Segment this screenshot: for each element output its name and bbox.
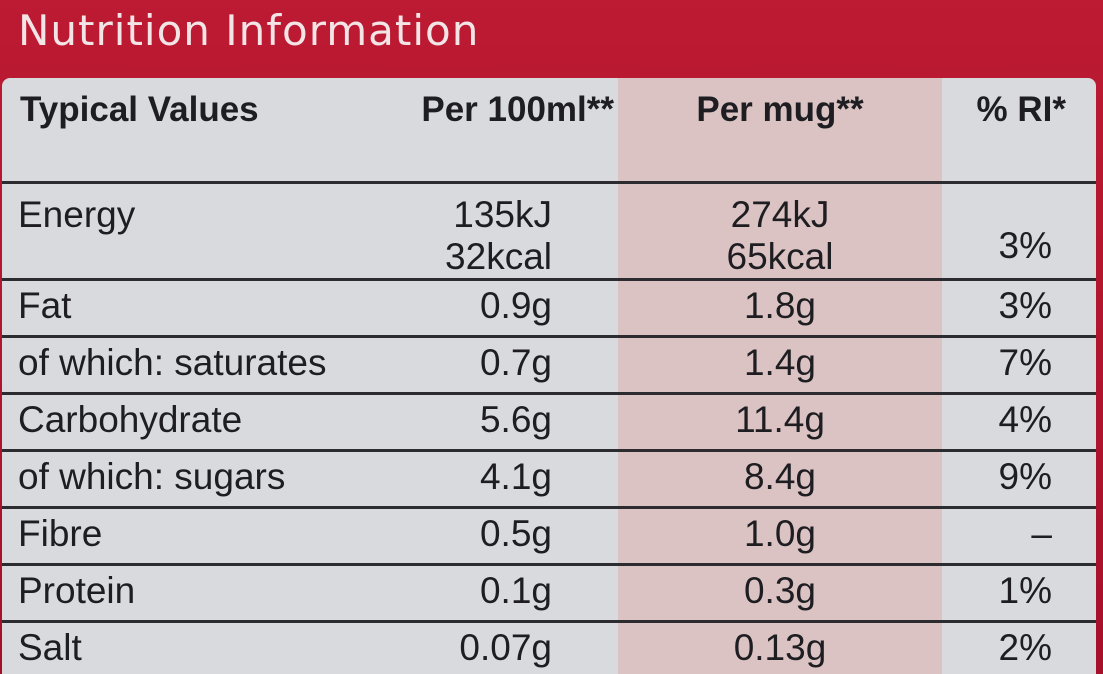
energy-per-100ml-kj: 135kJ: [453, 193, 552, 235]
row-ri: 3%: [942, 279, 1096, 338]
row-label: Protein: [2, 564, 412, 623]
row-ri: 4%: [942, 393, 1096, 452]
nutrition-panel: Typical Values Per 100ml** Per mug** % R…: [2, 78, 1096, 674]
row-per-100ml: 4.1g: [412, 450, 618, 509]
table-row-fibre: Fibre 0.5g 1.0g –: [2, 507, 1096, 566]
row-per-100ml: 5.6g: [412, 393, 618, 452]
energy-per-mug: 274kJ 65kcal: [618, 182, 942, 281]
table-row-salt: Salt 0.07g 0.13g 2%: [2, 621, 1096, 674]
row-per-mug: 1.0g: [618, 507, 942, 566]
table-row-sugars: of which: sugars 4.1g 8.4g 9%: [2, 450, 1096, 509]
row-per-mug: 1.4g: [618, 336, 942, 395]
row-per-mug: 8.4g: [618, 450, 942, 509]
energy-ri: 3%: [942, 182, 1096, 281]
row-label: Salt: [18, 626, 82, 668]
energy-per-mug-kcal: 65kcal: [726, 235, 834, 277]
row-ri: –: [942, 507, 1096, 566]
row-per-mug: 11.4g: [618, 393, 942, 452]
row-per-100ml: 0.7g: [412, 336, 618, 395]
table-row-protein: Protein 0.1g 0.3g 1%: [2, 564, 1096, 623]
header-typical-values: Typical Values: [2, 78, 412, 184]
row-per-100ml: 0.9g: [412, 279, 618, 338]
row-label: Fat: [2, 279, 412, 338]
table-row-saturates: of which: saturates 0.7g 1.4g 7%: [2, 336, 1096, 395]
energy-per-mug-kj: 274kJ: [730, 193, 830, 235]
row-label: Energy: [2, 182, 412, 281]
row-per-100ml: 0.07g: [459, 626, 552, 668]
header-ri: % RI*: [942, 78, 1096, 184]
row-ri: 7%: [942, 336, 1096, 395]
row-per-100ml: 0.1g: [412, 564, 618, 623]
row-label: Carbohydrate: [2, 393, 412, 452]
table-row-energy: Energy 135kJ 32kcal 274kJ 65kcal 3%: [2, 182, 1096, 281]
nutrition-table: Typical Values Per 100ml** Per mug** % R…: [2, 78, 1096, 674]
row-per-mug: 0.3g: [618, 564, 942, 623]
energy-per-100ml-kcal: 32kcal: [445, 235, 552, 277]
row-per-mug: 1.8g: [618, 279, 942, 338]
row-label: of which: saturates: [2, 336, 412, 395]
energy-per-100ml: 135kJ 32kcal: [412, 182, 618, 281]
row-per-mug: 0.13g: [733, 626, 827, 668]
row-ri: 2%: [998, 626, 1052, 668]
row-ri: 1%: [942, 564, 1096, 623]
header-per-mug: Per mug**: [618, 78, 942, 184]
header-per-100ml: Per 100ml**: [412, 78, 618, 184]
row-ri: 9%: [942, 450, 1096, 509]
table-row-carbohydrate: Carbohydrate 5.6g 11.4g 4%: [2, 393, 1096, 452]
header-row: Typical Values Per 100ml** Per mug** % R…: [2, 78, 1096, 184]
row-per-100ml: 0.5g: [412, 507, 618, 566]
table-row-fat: Fat 0.9g 1.8g 3%: [2, 279, 1096, 338]
row-label: of which: sugars: [2, 450, 412, 509]
row-label: Fibre: [2, 507, 412, 566]
label-title: Nutrition Information: [18, 6, 480, 55]
